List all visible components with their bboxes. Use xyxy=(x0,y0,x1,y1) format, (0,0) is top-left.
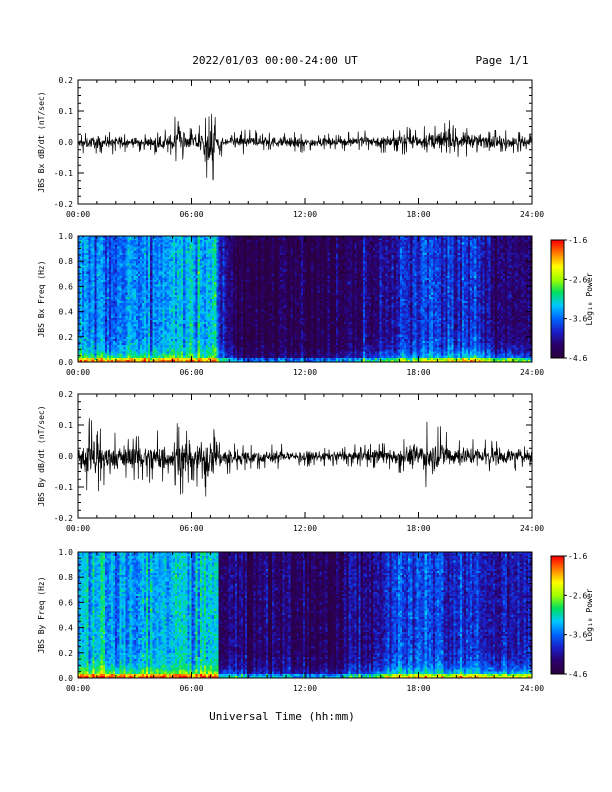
y-tick-label: 0.2 xyxy=(59,333,74,342)
x-axis-label: Universal Time (hh:mm) xyxy=(209,710,355,723)
colorbar-tick-label: -4.6 xyxy=(568,670,587,679)
y-tick-label: 0.2 xyxy=(59,76,74,85)
x-tick-label: 12:00 xyxy=(293,368,317,377)
x-tick-label: 18:00 xyxy=(406,524,430,533)
panel-bx-spectrogram: 00:00 06:00 12:00 18:00 24:00 1.0 0.8 0.6 0.4 0.2… xyxy=(37,232,594,377)
y-tick-label: 0.0 xyxy=(59,674,74,683)
colorbar-tick-label: -2.6 xyxy=(568,591,587,600)
colorbar-tick-label: -3.6 xyxy=(568,315,587,324)
colorbar-label: Log₁₀ Power xyxy=(585,588,594,641)
panel-by-dbdt: 00:00 06:00 12:00 18:00 24:00 0.2 0.1 0.0 -0.1 -0… xyxy=(37,390,544,533)
y-tick-label: 0.6 xyxy=(59,282,74,291)
spectrogram-image xyxy=(78,552,532,678)
x-tick-label: 12:00 xyxy=(293,524,317,533)
colorbar-tick-label: -2.6 xyxy=(568,275,587,284)
y-axis-label: JBS By Freq (Hz) xyxy=(37,576,46,653)
panel-bx-dbdt: 00:00 06:00 12:00 18:00 24:00 0.2 0.1 0.0 -0.1 -0… xyxy=(37,76,544,219)
x-tick-label: 00:00 xyxy=(66,210,90,219)
x-tick-label: 00:00 xyxy=(66,524,90,533)
colorbar-tick-label: -1.6 xyxy=(568,236,587,245)
panel-by-spectrogram: 00:00 06:00 12:00 18:00 24:00 1.0 0.8 0.6 0.4 0.2… xyxy=(37,548,594,693)
x-tick-label: 06:00 xyxy=(179,368,203,377)
page-title: 2022/01/03 00:00-24:00 UT xyxy=(192,54,358,67)
y-tick-label: 0.0 xyxy=(59,358,74,367)
x-tick-label: 24:00 xyxy=(520,368,544,377)
y-tick-label: 0.0 xyxy=(59,452,74,461)
x-tick-label: 00:00 xyxy=(66,368,90,377)
x-tick-label: 06:00 xyxy=(179,524,203,533)
x-tick-label: 06:00 xyxy=(179,210,203,219)
y-tick-label: 0.4 xyxy=(59,624,74,633)
x-tick-label: 00:00 xyxy=(66,684,90,693)
y-axis-label: JBS By dB/dt (nT/sec) xyxy=(37,405,46,506)
spectrogram-image xyxy=(78,236,532,362)
y-tick-label: 0.1 xyxy=(59,421,74,430)
series-line xyxy=(77,418,533,497)
y-tick-label: 0.4 xyxy=(59,308,74,317)
x-tick-label: 18:00 xyxy=(406,210,430,219)
x-tick-label: 06:00 xyxy=(179,684,203,693)
colorbar-tick-label: -3.6 xyxy=(568,631,587,640)
x-tick-label: 18:00 xyxy=(406,368,430,377)
x-tick-label: 12:00 xyxy=(293,684,317,693)
y-axis-label: JBS Bx dB/dt (nT/sec) xyxy=(37,91,46,192)
x-tick-label: 24:00 xyxy=(520,684,544,693)
series-line xyxy=(77,113,533,181)
y-tick-label: 0.2 xyxy=(59,649,74,658)
y-tick-label: 0.1 xyxy=(59,107,74,116)
x-tick-label: 24:00 xyxy=(520,524,544,533)
y-tick-label: 1.0 xyxy=(59,548,74,557)
y-tick-label: 0.8 xyxy=(59,257,74,266)
x-tick-label: 18:00 xyxy=(406,684,430,693)
y-tick-label: 0.6 xyxy=(59,598,74,607)
y-tick-label: 0.8 xyxy=(59,573,74,582)
y-tick-label: 0.0 xyxy=(59,138,74,147)
colorbar-frame xyxy=(550,555,565,675)
y-tick-label: -0.1 xyxy=(54,169,73,178)
colorbar xyxy=(551,556,564,674)
colorbar-tick-label: -1.6 xyxy=(568,552,587,561)
y-tick-label: -0.2 xyxy=(54,200,73,209)
colorbar-tick-label: -4.6 xyxy=(568,354,587,363)
y-axis-label: JBS Bx Freq (Hz) xyxy=(37,260,46,337)
y-tick-label: 0.2 xyxy=(59,390,74,399)
y-tick-label: 1.0 xyxy=(59,232,74,241)
x-tick-label: 12:00 xyxy=(293,210,317,219)
y-tick-label: -0.1 xyxy=(54,483,73,492)
y-tick-label: -0.2 xyxy=(54,514,73,523)
x-tick-label: 24:00 xyxy=(520,210,544,219)
page-number: Page 1/1 xyxy=(476,54,529,67)
colorbar xyxy=(551,240,564,358)
colorbar-frame xyxy=(550,239,565,359)
colorbar-label: Log₁₀ Power xyxy=(585,272,594,325)
